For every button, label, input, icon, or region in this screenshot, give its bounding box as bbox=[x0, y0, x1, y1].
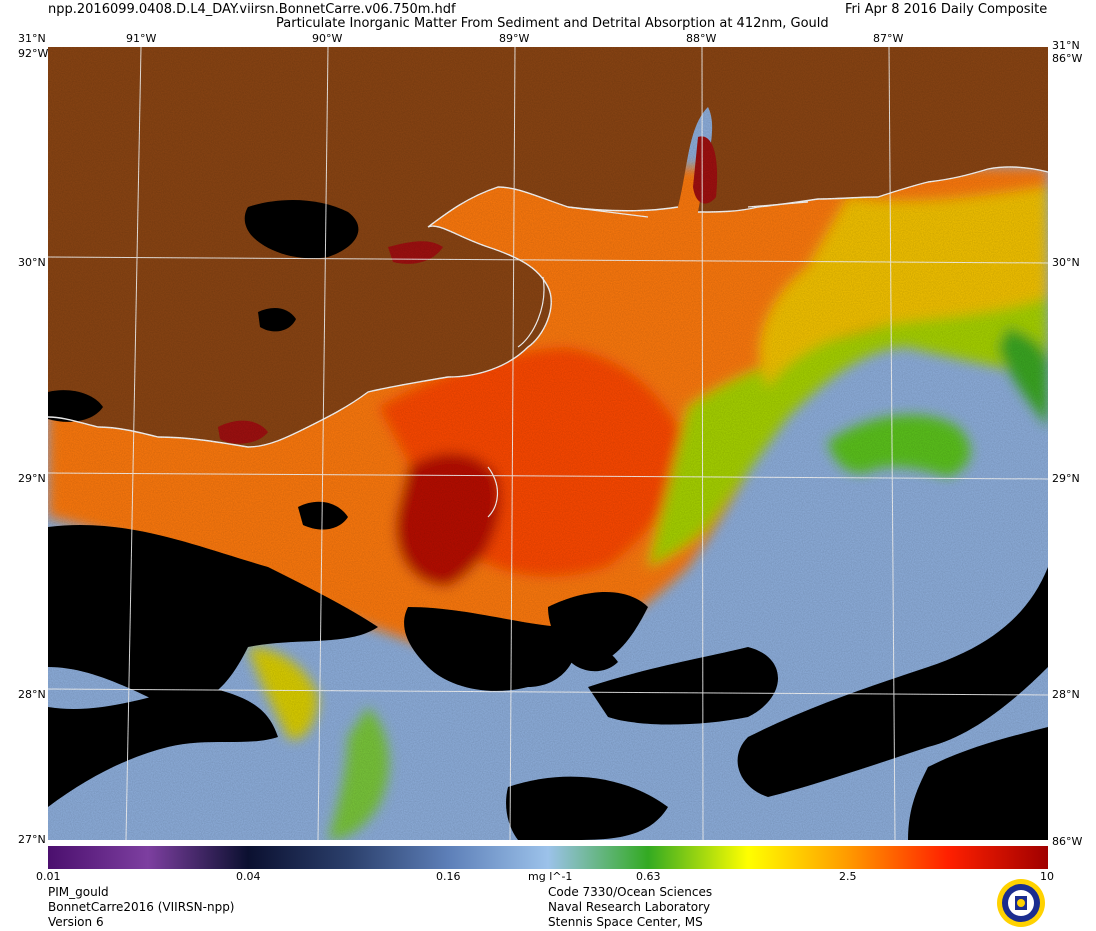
colorbar-tick-10: 10 bbox=[1040, 870, 1054, 883]
footer-org-code: Code 7330/Ocean Sciences bbox=[548, 885, 713, 899]
lat-label-28-right: 28°N bbox=[1052, 688, 1080, 701]
corner-lat-top-right: 31°N bbox=[1052, 39, 1080, 52]
footer-product: PIM_gould bbox=[48, 885, 109, 899]
footer-dataset: BonnetCarre2016 (VIIRSN-npp) bbox=[48, 900, 235, 914]
lat-label-28-left: 28°N bbox=[18, 688, 46, 701]
colorbar-tick-0.16: 0.16 bbox=[436, 870, 461, 883]
footer-org-location: Stennis Space Center, MS bbox=[548, 915, 703, 929]
footer-org-name: Naval Research Laboratory bbox=[548, 900, 711, 914]
footer-version: Version 6 bbox=[48, 915, 104, 929]
satellite-map bbox=[48, 47, 1048, 840]
navy-seal-icon bbox=[997, 879, 1045, 927]
lat-label-30-right: 30°N bbox=[1052, 256, 1080, 269]
colorbar-tick-0.01: 0.01 bbox=[36, 870, 61, 883]
colorbar-tick-0.63: 0.63 bbox=[636, 870, 661, 883]
corner-lat-top-left: 31°N bbox=[18, 32, 46, 45]
colorbar-tick-0.04: 0.04 bbox=[236, 870, 261, 883]
corner-lon-top-right: 86°W bbox=[1052, 52, 1083, 65]
corner-lon-top-left: 92°W bbox=[18, 47, 49, 60]
colorbar bbox=[48, 846, 1048, 869]
colorbar-units: mg l^-1 bbox=[528, 870, 573, 883]
lon-label-90: 90°W bbox=[312, 32, 343, 45]
colorbar-tick-2.5: 2.5 bbox=[839, 870, 857, 883]
corner-lat-bottom-left: 27°N bbox=[18, 833, 46, 846]
product-title: Particulate Inorganic Matter From Sedime… bbox=[276, 16, 829, 31]
lat-label-29-right: 29°N bbox=[1052, 472, 1080, 485]
filename: npp.2016099.0408.D.L4_DAY.viirsn.BonnetC… bbox=[48, 2, 456, 17]
lon-label-87: 87°W bbox=[873, 32, 904, 45]
lon-label-89: 89°W bbox=[499, 32, 530, 45]
lat-label-29-left: 29°N bbox=[18, 472, 46, 485]
lon-label-91: 91°W bbox=[126, 32, 157, 45]
date-label: Fri Apr 8 2016 Daily Composite bbox=[845, 2, 1048, 17]
corner-lon-bottom-right: 86°W bbox=[1052, 835, 1083, 848]
lat-label-30-left: 30°N bbox=[18, 256, 46, 269]
map-texture bbox=[48, 47, 1048, 840]
lon-label-88: 88°W bbox=[686, 32, 717, 45]
